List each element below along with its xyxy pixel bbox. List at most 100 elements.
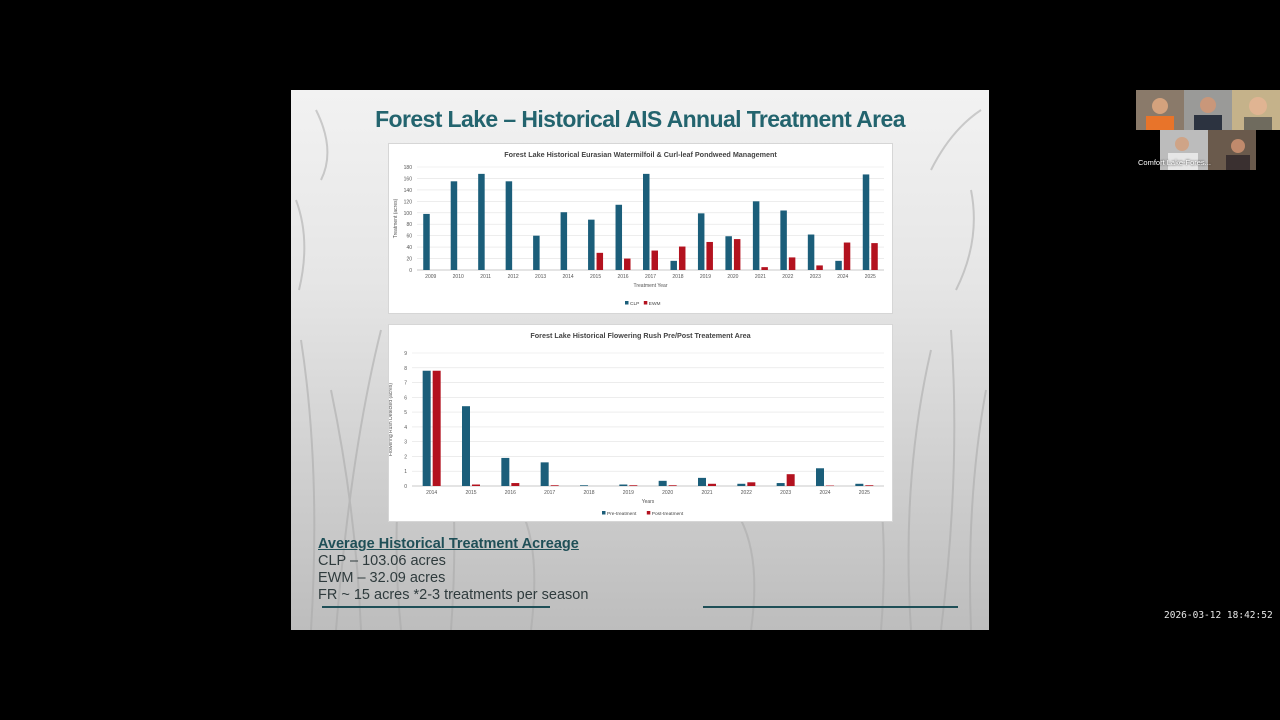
bar-post-treatment-2020 bbox=[668, 485, 677, 486]
bar-ewm-2015 bbox=[596, 252, 604, 270]
x-tick-label: 2016 bbox=[505, 490, 516, 496]
chart-title: Forest Lake Historical Eurasian Watermil… bbox=[504, 150, 777, 159]
legend-label-ewm: EWM bbox=[649, 301, 661, 307]
bar-ewm-2021 bbox=[761, 267, 768, 270]
bar-pre-treatment-2020 bbox=[658, 480, 667, 486]
x-tick-label: 2022 bbox=[782, 274, 793, 280]
x-tick-label: 2014 bbox=[563, 274, 574, 280]
y-tick-label: 7 bbox=[404, 381, 407, 387]
summary-line-fr: FR ~ 15 acres *2-3 treatments per season bbox=[318, 587, 589, 603]
y-tick-label: 9 bbox=[404, 351, 407, 357]
x-tick-label: 2022 bbox=[741, 490, 752, 496]
y-tick-label: 6 bbox=[404, 395, 407, 401]
y-tick-label: 4 bbox=[404, 425, 407, 431]
x-tick-label: 2011 bbox=[480, 274, 491, 280]
bar-pre-treatment-2017 bbox=[540, 462, 549, 486]
x-tick-label: 2023 bbox=[780, 490, 791, 496]
x-tick-label: 2018 bbox=[583, 490, 594, 496]
x-tick-label: 2013 bbox=[535, 274, 546, 280]
x-tick-label: 2024 bbox=[819, 490, 830, 496]
participant-video-4[interactable] bbox=[1160, 130, 1208, 170]
x-tick-label: 2019 bbox=[623, 490, 634, 496]
x-tick-label: 2009 bbox=[425, 274, 436, 280]
legend-label-clp: CLP bbox=[630, 301, 639, 307]
bar-pre-treatment-2024 bbox=[816, 468, 824, 486]
bar-post-treatment-2016 bbox=[511, 483, 520, 486]
summary-heading: Average Historical Treatment Acreage bbox=[318, 536, 579, 552]
bar-clp-2016 bbox=[615, 204, 623, 270]
x-tick-label: 2021 bbox=[701, 490, 712, 496]
participant-video-1[interactable] bbox=[1136, 90, 1184, 130]
bar-clp-2022 bbox=[780, 210, 787, 270]
underline-right bbox=[703, 606, 958, 608]
y-tick-label: 140 bbox=[404, 188, 413, 194]
legend-swatch-clp bbox=[625, 301, 629, 305]
timestamp: 2026-03-12 18:42:52 bbox=[1164, 610, 1273, 621]
person-icon bbox=[1184, 90, 1232, 130]
bar-pre-treatment-2021 bbox=[698, 477, 706, 486]
bar-post-treatment-2025 bbox=[865, 485, 874, 486]
presentation-slide: Forest Lake – Historical AIS Annual Trea… bbox=[291, 90, 989, 630]
bar-clp-2020 bbox=[725, 236, 732, 270]
y-axis-label: Treatment (acres) bbox=[393, 198, 399, 238]
x-tick-label: 2015 bbox=[590, 274, 601, 280]
x-tick-label: 2021 bbox=[755, 274, 766, 280]
summary-block: Average Historical Treatment Acreage CLP… bbox=[318, 536, 588, 604]
bar-post-treatment-2014 bbox=[432, 370, 441, 486]
y-tick-label: 180 bbox=[404, 165, 413, 171]
x-tick-label: 2016 bbox=[617, 274, 628, 280]
legend-swatch-pre-treatment bbox=[602, 511, 606, 515]
bar-clp-2014 bbox=[560, 212, 568, 270]
bar-ewm-2018 bbox=[678, 246, 686, 270]
bar-post-treatment-2017 bbox=[550, 485, 559, 486]
participant-video-2[interactable] bbox=[1184, 90, 1232, 130]
bar-pre-treatment-2014 bbox=[422, 370, 431, 486]
summary-line-ewm: EWM – 32.09 acres bbox=[318, 570, 446, 586]
slide-title: Forest Lake – Historical AIS Annual Trea… bbox=[375, 106, 905, 132]
x-axis-label: Years bbox=[642, 499, 655, 505]
y-tick-label: 20 bbox=[406, 257, 412, 263]
bar-ewm-2020 bbox=[733, 239, 741, 270]
underline-left bbox=[322, 606, 550, 608]
chart-flowering-rush: Forest Lake Historical Flowering Rush Pr… bbox=[389, 331, 884, 517]
bar-post-treatment-2019 bbox=[629, 485, 638, 486]
x-tick-label: 2019 bbox=[700, 274, 711, 280]
x-tick-label: 2010 bbox=[453, 274, 464, 280]
chart-ewm-clp: Forest Lake Historical Eurasian Watermil… bbox=[393, 150, 884, 307]
chart-flowering-rush-panel: Forest Lake Historical Flowering Rush Pr… bbox=[388, 324, 893, 522]
person-icon bbox=[1136, 90, 1184, 130]
y-tick-label: 3 bbox=[404, 440, 407, 446]
bar-clp-2024 bbox=[835, 260, 842, 270]
bar-pre-treatment-2018 bbox=[580, 485, 588, 486]
y-tick-label: 80 bbox=[406, 222, 412, 228]
legend-swatch-ewm bbox=[643, 301, 648, 305]
y-tick-label: 60 bbox=[406, 234, 412, 240]
bar-post-treatment-2021 bbox=[708, 483, 716, 486]
person-icon bbox=[1208, 130, 1256, 170]
bar-clp-2010 bbox=[450, 181, 458, 270]
legend-label-post-treatment: Post-treatment bbox=[652, 511, 684, 517]
bar-clp-2025 bbox=[862, 174, 870, 270]
y-tick-label: 5 bbox=[404, 410, 407, 416]
y-tick-label: 8 bbox=[404, 366, 407, 372]
bar-pre-treatment-2019 bbox=[619, 484, 628, 486]
chart-ewm-clp-panel: Forest Lake Historical Eurasian Watermil… bbox=[388, 143, 893, 314]
y-tick-label: 120 bbox=[404, 199, 413, 205]
participant-video-5[interactable] bbox=[1208, 130, 1256, 170]
bar-clp-2021 bbox=[752, 201, 760, 270]
bar-clp-2011 bbox=[478, 173, 485, 270]
bar-ewm-2023 bbox=[816, 265, 823, 270]
bar-clp-2019 bbox=[697, 213, 705, 270]
y-axis-label: Flowering Rush Detected (acres) bbox=[389, 383, 394, 456]
bar-pre-treatment-2022 bbox=[737, 483, 746, 486]
bar-clp-2012 bbox=[505, 181, 513, 270]
bar-ewm-2025 bbox=[871, 243, 878, 270]
bar-post-treatment-2022 bbox=[747, 482, 756, 486]
participant-video-3[interactable] bbox=[1232, 90, 1280, 130]
bar-ewm-2017 bbox=[651, 250, 658, 270]
x-tick-label: 2025 bbox=[859, 490, 870, 496]
x-tick-label: 2020 bbox=[727, 274, 738, 280]
bar-clp-2009 bbox=[423, 213, 430, 270]
bar-clp-2013 bbox=[533, 235, 540, 270]
y-tick-label: 0 bbox=[404, 484, 407, 490]
